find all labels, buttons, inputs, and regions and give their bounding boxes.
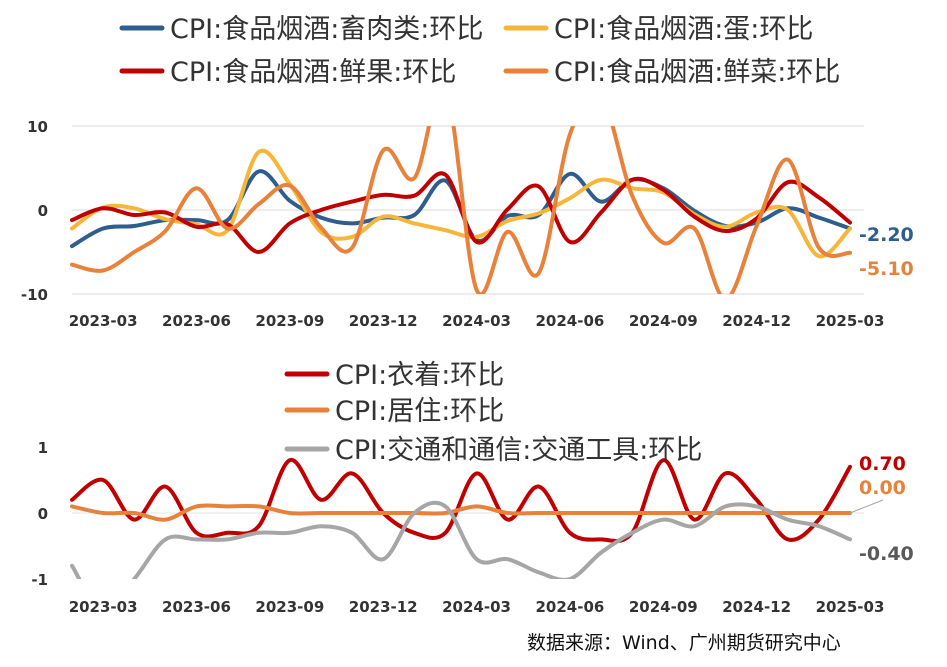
x-tick-label: 2024-03 <box>442 598 511 616</box>
x-tick-label: 2023-03 <box>69 312 138 330</box>
x-tick-label: 2023-06 <box>162 312 231 330</box>
y-tick-label: -1 <box>31 571 48 589</box>
end-value-label: -0.40 <box>859 543 914 565</box>
end-value-label: -5.10 <box>859 258 914 280</box>
top-chart: 10 0 -10 2023-03 2023-06 2023-09 2023-12 2024-0… <box>21 14 914 330</box>
y-tick-label: 1 <box>38 439 48 457</box>
legend-label: CPI:交通和通信:交通工具:环比 <box>335 435 702 466</box>
x-tick-label: 2024-12 <box>722 598 791 616</box>
y-tick-label: -10 <box>21 286 48 304</box>
end-value-label: -2.20 <box>859 224 914 246</box>
end-label-leader <box>849 499 884 514</box>
x-tick-label: 2023-09 <box>255 598 324 616</box>
x-tick-label: 2023-12 <box>349 598 418 616</box>
legend-label: CPI:食品烟酒:鲜菜:环比 <box>554 57 840 88</box>
x-tick-label: 2025-03 <box>816 312 885 330</box>
x-tick-label: 2024-09 <box>629 312 698 330</box>
bottom-chart: 1 0 -1 2023-03 2023-06 2023-09 2023-12 2024-03 2… <box>31 360 913 616</box>
x-tick-label: 2024-06 <box>535 312 604 330</box>
x-tick-label: 2024-06 <box>535 598 604 616</box>
x-tick-label: 2023-03 <box>69 598 138 616</box>
y-tick-label: 10 <box>27 118 48 136</box>
x-tick-label: 2023-06 <box>162 598 231 616</box>
series-line-3 <box>70 500 852 579</box>
legend-label: CPI:衣着:环比 <box>335 360 504 391</box>
x-tick-label: 2025-03 <box>816 598 885 616</box>
series-line-2 <box>70 503 852 522</box>
end-value-label: 0.00 <box>859 477 906 499</box>
x-tick-label: 2024-03 <box>442 312 511 330</box>
x-tick-label: 2023-09 <box>255 312 324 330</box>
y-tick-label: 0 <box>38 505 48 523</box>
series-line-1 <box>70 458 852 544</box>
source-note: 数据来源：Wind、广州期货研究中心 <box>527 632 841 654</box>
series-line-4 <box>70 126 852 294</box>
legend-label: CPI:食品烟酒:蛋:环比 <box>554 14 813 45</box>
end-value-label: 0.70 <box>859 453 906 475</box>
legend-label: CPI:食品烟酒:畜肉类:环比 <box>170 14 483 45</box>
x-tick-label: 2024-09 <box>629 598 698 616</box>
x-tick-label: 2024-12 <box>722 312 791 330</box>
legend-label: CPI:居住:环比 <box>335 396 504 427</box>
legend-label: CPI:食品烟酒:鲜果:环比 <box>170 57 456 88</box>
x-tick-label: 2023-12 <box>349 312 418 330</box>
y-tick-label: 0 <box>38 202 48 220</box>
